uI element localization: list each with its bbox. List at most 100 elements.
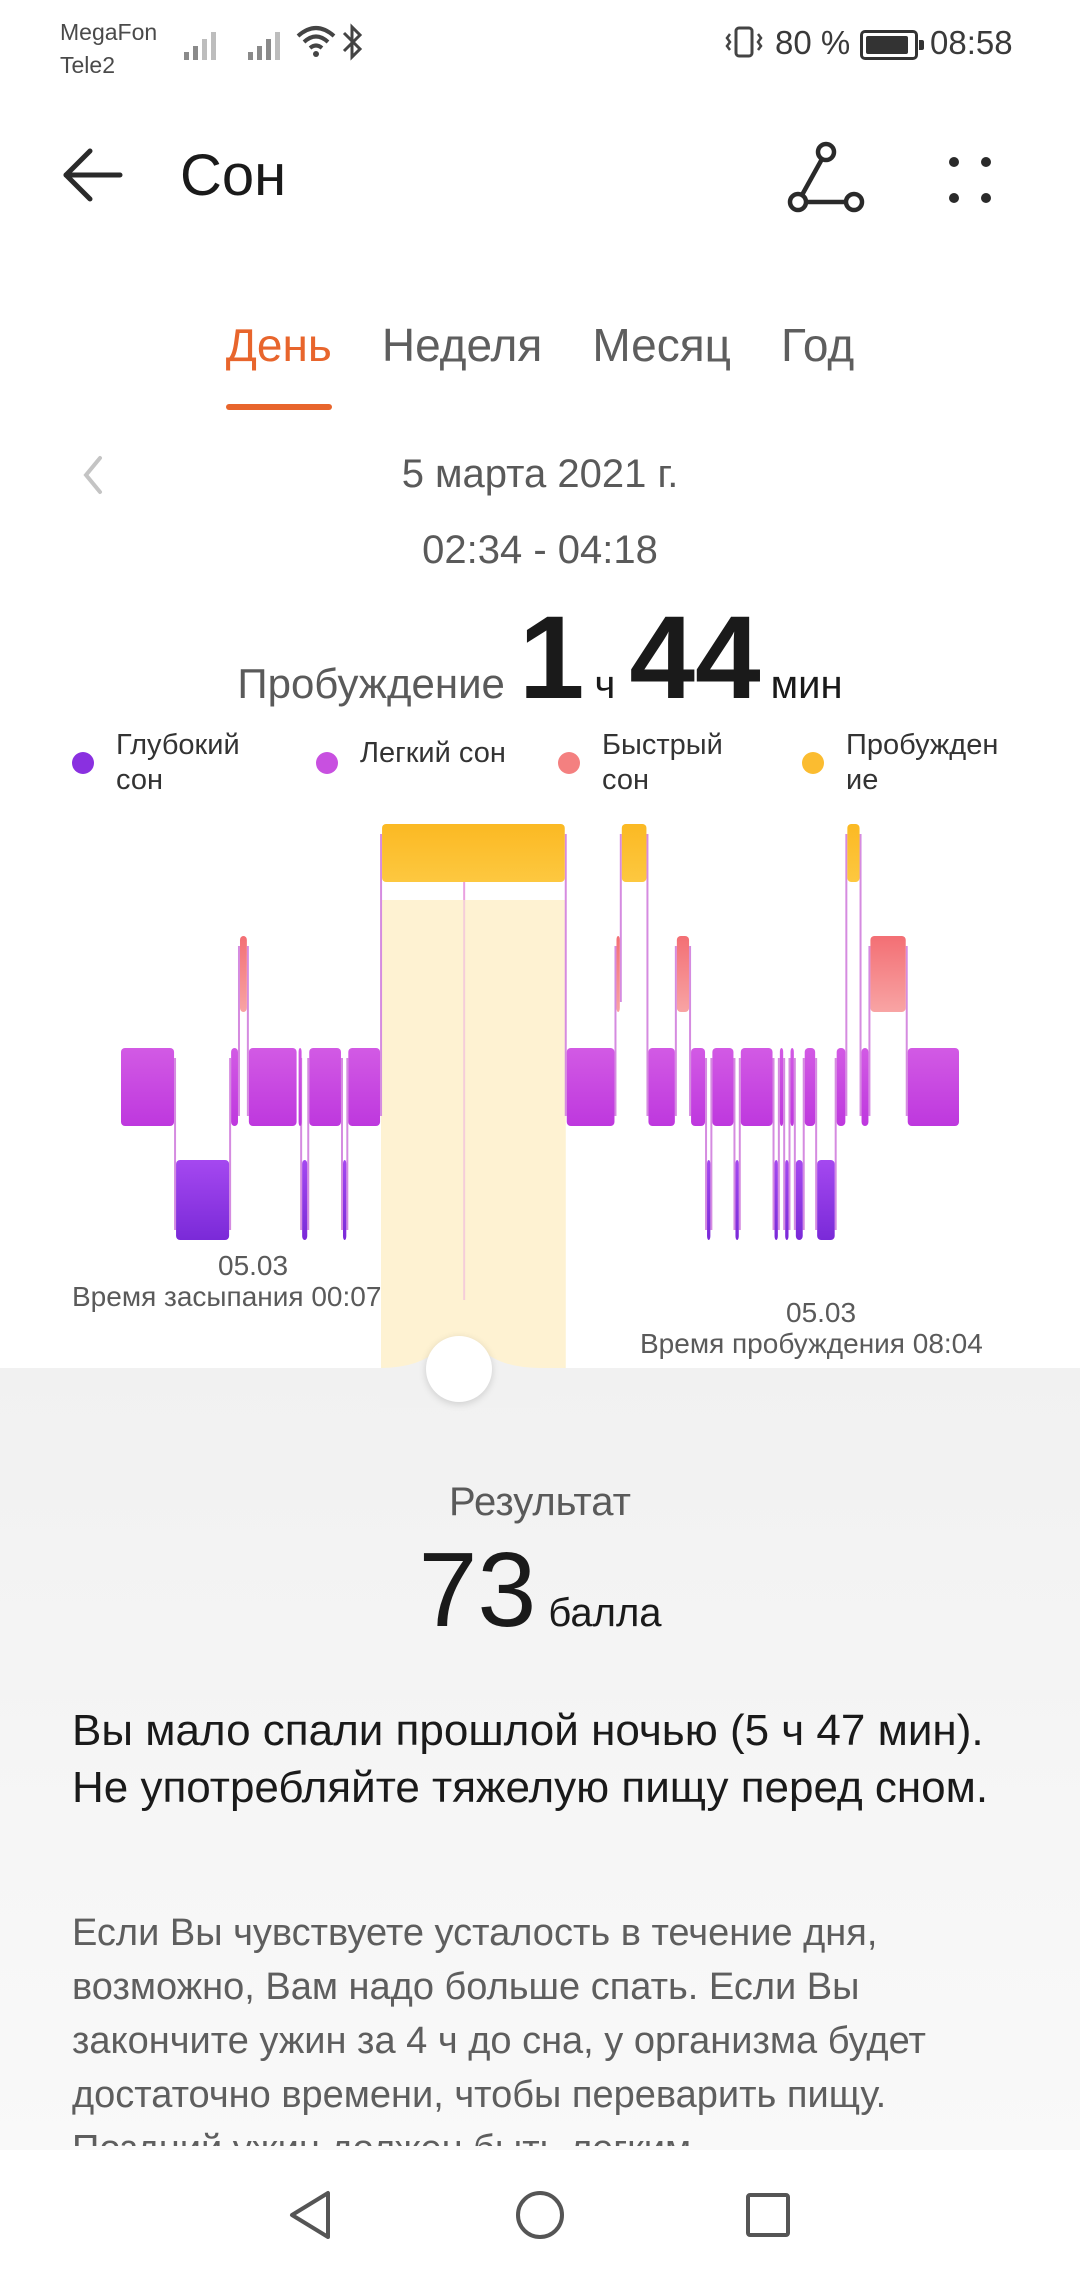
signal-icon-1 bbox=[184, 28, 216, 60]
share-icon bbox=[787, 141, 865, 213]
tab-day[interactable]: День bbox=[225, 310, 332, 410]
selected-date: 5 марта 2021 г. bbox=[401, 452, 679, 496]
wake-date: 05.03 bbox=[786, 1297, 857, 1328]
stage-bar-light bbox=[298, 1048, 302, 1126]
advice-body: Если Вы чувствуете усталость в течение д… bbox=[72, 1912, 926, 2146]
signal-icon-2 bbox=[248, 28, 280, 60]
stage-bar-rem bbox=[870, 936, 906, 1012]
stage-bar-rem bbox=[676, 936, 690, 1012]
stage-bar-deep bbox=[342, 1160, 347, 1240]
stage-bar-deep bbox=[735, 1160, 739, 1240]
legend-dot-deep bbox=[72, 752, 94, 774]
more-vertical-icon bbox=[949, 157, 991, 203]
stage-bar-light bbox=[804, 1048, 816, 1126]
share-button[interactable] bbox=[786, 140, 866, 220]
stage-bar-deep bbox=[176, 1160, 230, 1240]
chart-scrub-handle[interactable] bbox=[426, 1336, 492, 1402]
duration-hours-unit: ч bbox=[594, 663, 616, 707]
sleep-stage-chart[interactable] bbox=[0, 800, 1080, 1370]
selected-time-range: 02:34 - 04:18 bbox=[422, 528, 658, 572]
duration-minutes-unit: мин bbox=[770, 663, 843, 707]
stage-duration-label: Пробуждение bbox=[237, 660, 505, 707]
stage-bar-deep bbox=[707, 1160, 711, 1240]
result-score-unit: балла bbox=[548, 1591, 662, 1635]
chevron-left-icon bbox=[83, 456, 102, 494]
stage-bar-rem bbox=[616, 936, 620, 1012]
stage-bar-deep bbox=[817, 1160, 835, 1240]
sleep-start-date: 05.03 bbox=[218, 1250, 289, 1281]
back-button[interactable] bbox=[60, 140, 160, 210]
legend-label-awake: Пробуждение bbox=[846, 729, 999, 796]
clock: 08:58 bbox=[930, 24, 1013, 61]
stage-bar-deep bbox=[302, 1160, 308, 1240]
battery-percent: 80 % bbox=[775, 24, 851, 61]
legend-item-rem: Быстрый сон bbox=[558, 728, 752, 798]
legend-label-rem: Быстрый сон bbox=[602, 729, 723, 796]
page-title: Сон bbox=[180, 143, 287, 208]
stage-bar-light bbox=[648, 1048, 675, 1126]
stage-bar-light bbox=[231, 1048, 238, 1126]
chart-legend: Глубокий сон Легкий сон Быстрый сон Проб… bbox=[0, 728, 1080, 808]
stage-bar-deep bbox=[774, 1160, 778, 1240]
stage-duration: Пробуждение 1 ч 44 мин bbox=[0, 590, 1080, 726]
stage-bar-light bbox=[740, 1048, 773, 1126]
more-button[interactable] bbox=[930, 140, 1010, 220]
wake-label: Время пробуждения 08:04 bbox=[640, 1328, 983, 1359]
stage-bar-light bbox=[566, 1048, 615, 1126]
nav-home-button[interactable] bbox=[500, 2180, 580, 2250]
stage-bar-light bbox=[691, 1048, 706, 1126]
bluetooth-icon bbox=[342, 23, 363, 61]
nav-back-button[interactable] bbox=[272, 2180, 352, 2250]
status-bar: MegaFon Tele2 80 % 08:58 bbox=[0, 0, 1080, 96]
period-tabs: День Неделя Месяц Год bbox=[0, 310, 1080, 410]
stage-bar-light bbox=[861, 1048, 869, 1126]
carrier-1: MegaFon bbox=[60, 19, 158, 45]
stage-bar-deep bbox=[795, 1160, 803, 1240]
stage-bar-light bbox=[836, 1048, 846, 1126]
stage-bar-rem bbox=[239, 936, 247, 1012]
legend-item-light: Легкий сон bbox=[316, 728, 540, 774]
vibrate-icon bbox=[725, 26, 763, 58]
legend-dot-rem bbox=[558, 752, 580, 774]
stage-bar-light bbox=[309, 1048, 341, 1126]
stage-bar-awake bbox=[847, 824, 860, 882]
sleep-start-label: Время засыпания 00:07 bbox=[72, 1281, 382, 1312]
stage-bar-light bbox=[779, 1048, 784, 1126]
battery-icon bbox=[860, 30, 924, 60]
stage-bar-awake bbox=[382, 824, 565, 882]
result-sheet bbox=[0, 1368, 1080, 2150]
stage-bar-light bbox=[248, 1048, 297, 1126]
circle-home-icon bbox=[516, 2191, 564, 2239]
nav-recents-button[interactable] bbox=[728, 2180, 808, 2250]
result-score: 73 балла bbox=[0, 1530, 1080, 1651]
square-recents-icon bbox=[746, 2193, 790, 2237]
app-bar: Сон bbox=[0, 110, 1080, 240]
legend-label-deep: Глубокий сон bbox=[116, 729, 240, 796]
stage-bar-light bbox=[712, 1048, 734, 1126]
stage-bar-light bbox=[907, 1048, 959, 1126]
legend-dot-light bbox=[316, 752, 338, 774]
triangle-back-icon bbox=[290, 2191, 330, 2239]
tab-year[interactable]: Год bbox=[781, 319, 855, 371]
duration-minutes: 44 bbox=[629, 592, 761, 724]
legend-item-deep: Глубокий сон bbox=[72, 728, 266, 798]
legend-label-light: Легкий сон bbox=[360, 737, 506, 769]
wifi-icon bbox=[296, 26, 336, 57]
advice-headline: Вы мало спали прошлой ночью (5 ч 47 мин)… bbox=[72, 1706, 989, 1812]
selected-period-body bbox=[382, 900, 565, 1370]
stage-bar-deep bbox=[785, 1160, 789, 1240]
legend-dot-awake bbox=[802, 752, 824, 774]
arrow-left-icon bbox=[63, 148, 123, 202]
carrier-2: Tele2 bbox=[60, 52, 115, 78]
result-title: Результат bbox=[449, 1480, 631, 1524]
tab-month[interactable]: Месяц bbox=[592, 319, 731, 371]
duration-hours: 1 bbox=[518, 592, 585, 724]
legend-item-awake: Пробуждение bbox=[802, 728, 1006, 798]
stage-bar-light bbox=[790, 1048, 794, 1126]
stage-bar-awake bbox=[621, 824, 647, 882]
tab-week[interactable]: Неделя bbox=[381, 319, 543, 371]
carrier-names: MegaFon Tele2 bbox=[60, 16, 157, 82]
previous-day-button[interactable] bbox=[78, 450, 118, 500]
stage-bar-light bbox=[348, 1048, 381, 1126]
system-nav-bar bbox=[0, 2150, 1080, 2280]
